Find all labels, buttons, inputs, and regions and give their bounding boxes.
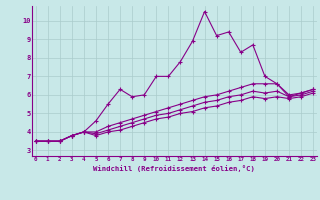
X-axis label: Windchill (Refroidissement éolien,°C): Windchill (Refroidissement éolien,°C)	[93, 165, 255, 172]
